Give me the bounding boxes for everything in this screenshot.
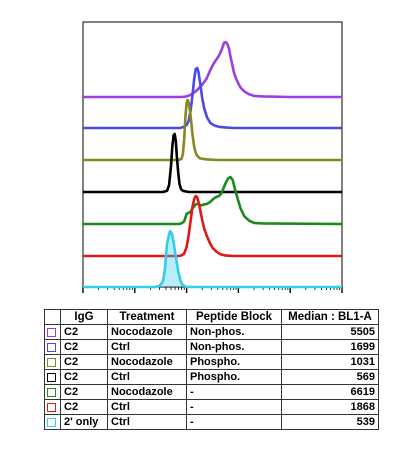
peptide-header: Peptide Block bbox=[186, 309, 282, 325]
peptide-cell: Phospho. bbox=[186, 354, 282, 370]
peptide-cell: Non-phos. bbox=[186, 339, 282, 355]
igg-cell: C2 bbox=[60, 369, 108, 385]
legend-row: C2 Nocodazole Phospho. 1031 bbox=[44, 354, 379, 370]
igg-cell: C2 bbox=[60, 339, 108, 355]
igg-cell: C2 bbox=[60, 324, 108, 340]
peptide-cell: Non-phos. bbox=[186, 324, 282, 340]
legend-swatch-cell bbox=[44, 399, 61, 415]
series-line-c2-nocodazole-phospho bbox=[83, 98, 342, 162]
legend-swatch bbox=[47, 372, 56, 382]
legend-table: IgG Treatment Peptide Block Median : BL1… bbox=[44, 309, 379, 430]
treatment-cell: Ctrl bbox=[107, 399, 187, 415]
treatment-cell: Ctrl bbox=[107, 339, 187, 355]
median-cell: 1031 bbox=[281, 354, 379, 370]
legend-row: 2' only Ctrl -539 bbox=[44, 414, 379, 430]
series-line-c2-nocodazole bbox=[83, 175, 343, 226]
histogram-series-group bbox=[83, 40, 343, 289]
legend-swatch-cell bbox=[44, 339, 61, 355]
series-line-c2-nocodazole-non-phos bbox=[83, 40, 342, 99]
median-cell: 1699 bbox=[281, 339, 379, 355]
treatment-cell: Ctrl bbox=[107, 414, 187, 430]
median-header: Median : BL1-A bbox=[281, 309, 379, 325]
igg-cell: C2 bbox=[60, 399, 108, 415]
igg-cell: 2' only bbox=[60, 414, 108, 430]
series-line-c2-ctrl bbox=[83, 194, 342, 258]
legend-body: C2 Nocodazole Non-phos. 5505 C2 Ctrl Non-phos.… bbox=[44, 324, 379, 430]
legend-swatch-cell bbox=[44, 414, 61, 430]
treatment-cell: Ctrl bbox=[107, 369, 187, 385]
treatment-cell: Nocodazole bbox=[107, 324, 187, 340]
treatment-cell: Nocodazole bbox=[107, 354, 187, 370]
treatment-cell: Nocodazole bbox=[107, 384, 187, 400]
legend-swatch bbox=[47, 327, 56, 337]
legend-swatch-cell bbox=[44, 324, 61, 340]
igg-cell: C2 bbox=[60, 354, 108, 370]
legend-row: C2 Nocodazole Non-phos. 5505 bbox=[44, 324, 379, 340]
swatch-header bbox=[44, 309, 61, 325]
median-cell: 6619 bbox=[281, 384, 379, 400]
legend-row: C2 Ctrl Phospho. 569 bbox=[44, 369, 379, 385]
legend-swatch-cell bbox=[44, 354, 61, 370]
legend-swatch-cell bbox=[44, 384, 61, 400]
series-line-2-only-ctrl bbox=[83, 229, 342, 289]
legend-row: C2 Ctrl -1868 bbox=[44, 399, 379, 415]
legend-swatch bbox=[47, 342, 56, 352]
median-cell: 5505 bbox=[281, 324, 379, 340]
peptide-cell: - bbox=[186, 399, 282, 415]
legend-swatch bbox=[47, 402, 56, 412]
peptide-cell: Phospho. bbox=[186, 369, 282, 385]
plot-axes bbox=[82, 21, 343, 293]
legend-swatch-cell bbox=[44, 369, 61, 385]
igg-cell: C2 bbox=[60, 384, 108, 400]
median-cell: 1868 bbox=[281, 399, 379, 415]
legend-swatch bbox=[47, 357, 56, 367]
legend-row: C2 Nocodazole -6619 bbox=[44, 384, 379, 400]
treatment-header: Treatment bbox=[107, 309, 187, 325]
igg-header: IgG bbox=[60, 309, 108, 325]
peptide-cell: - bbox=[186, 384, 282, 400]
legend-row: C2 Ctrl Non-phos. 1699 bbox=[44, 339, 379, 355]
median-cell: 539 bbox=[281, 414, 379, 430]
histogram-plot bbox=[82, 21, 343, 293]
series-line-c2-ctrl-non-phos bbox=[83, 66, 342, 130]
peptide-cell: - bbox=[186, 414, 282, 430]
legend-swatch bbox=[47, 417, 56, 427]
legend-swatch bbox=[47, 387, 56, 397]
legend-header-row: IgG Treatment Peptide Block Median : BL1… bbox=[44, 309, 379, 325]
median-cell: 569 bbox=[281, 369, 379, 385]
series-line-c2-ctrl-phospho bbox=[83, 132, 342, 194]
